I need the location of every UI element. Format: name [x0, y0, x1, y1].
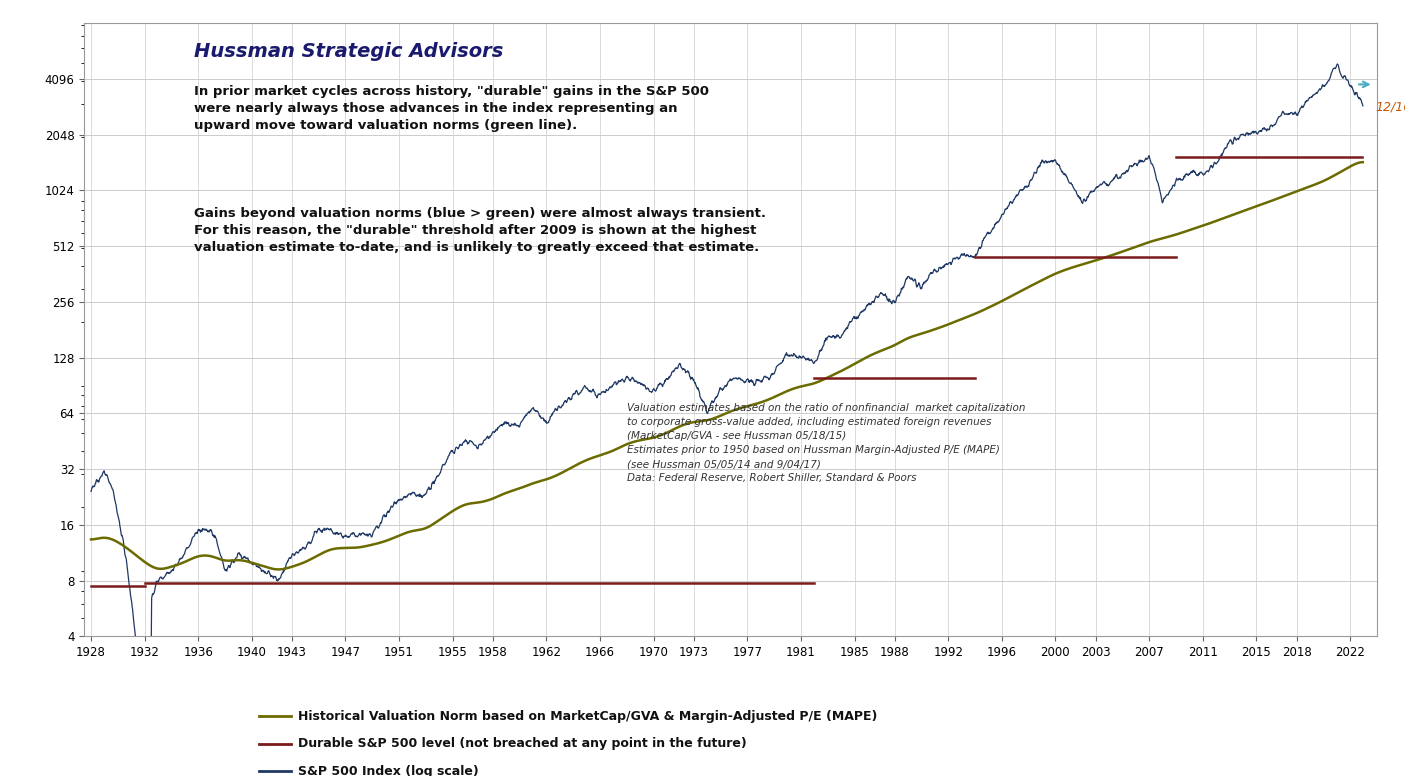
Text: Historical Valuation Norm based on MarketCap/GVA & Margin-Adjusted P/E (MAPE): Historical Valuation Norm based on Marke…	[298, 709, 877, 722]
Text: 12/16/22: 12/16/22	[1375, 101, 1405, 114]
Text: Hussman Strategic Advisors: Hussman Strategic Advisors	[194, 42, 503, 61]
Text: S&P 500 Index (log scale): S&P 500 Index (log scale)	[298, 764, 478, 776]
Text: In prior market cycles across history, "durable" gains in the S&P 500
were nearl: In prior market cycles across history, "…	[194, 85, 710, 132]
Text: Valuation estimates based on the ratio of nonfinancial  market capitalization
to: Valuation estimates based on the ratio o…	[627, 404, 1026, 483]
Text: Gains beyond valuation norms (blue > green) were almost always transient.
For th: Gains beyond valuation norms (blue > gre…	[194, 207, 766, 255]
Text: Durable S&P 500 level (not breached at any point in the future): Durable S&P 500 level (not breached at a…	[298, 737, 746, 750]
